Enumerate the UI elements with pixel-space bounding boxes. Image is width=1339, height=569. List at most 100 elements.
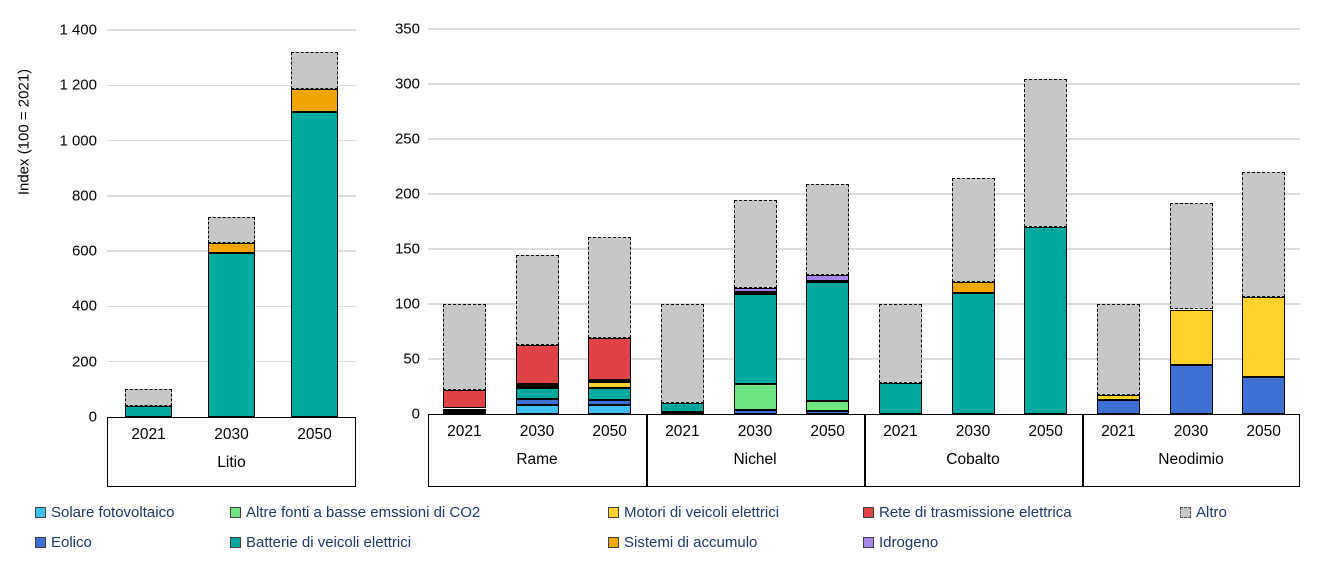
bar-segment-sistemi: [291, 89, 338, 112]
bar-segment-motori: [588, 382, 632, 388]
legend-label: Batterie di veicoli elettrici: [246, 534, 412, 551]
bar-segment-batterie: [951, 293, 995, 414]
bar-segment-altro: [125, 389, 172, 406]
legend-item-rete: Rete di trasmissione elettrica: [863, 504, 1072, 521]
gridline: [428, 138, 1300, 140]
altre-legend-swatch: [230, 507, 241, 518]
y-axis-tick-label: 300: [394, 75, 420, 93]
bar-segment-eolico: [1169, 364, 1213, 414]
y-axis-tick-label: 150: [394, 240, 420, 258]
group-divider: [864, 414, 866, 487]
bar-segment-altre: [660, 411, 704, 414]
y-axis-tick-label: 1 400: [59, 21, 97, 39]
legend-label: Idrogeno: [879, 534, 939, 551]
bar-segment-altro: [1169, 202, 1213, 310]
y-axis-tick-label: 600: [71, 242, 97, 260]
legend-item-solare: Solare fotovoltaico: [35, 504, 174, 521]
year-label: 2050: [1028, 423, 1063, 440]
legend-item-altro: Altro: [1180, 504, 1227, 521]
bar-segment-rete: [515, 344, 559, 385]
bar-segment-batterie: [878, 383, 922, 414]
group-divider: [1082, 414, 1084, 487]
bar-segment-sistemi: [515, 384, 559, 387]
bar-segment-eolico: [733, 409, 777, 414]
legend-item-altre: Altre fonti a basse emssioni di CO2: [230, 504, 480, 521]
bar-segment-sistemi: [806, 280, 850, 283]
bar-segment-batterie: [1024, 227, 1068, 414]
bar-segment-motori: [1242, 297, 1286, 377]
gridline: [107, 84, 356, 87]
bar-segment-batterie: [515, 387, 559, 399]
bar-segment-altre: [733, 384, 777, 410]
y-axis-tick-label: 400: [71, 297, 97, 315]
y-axis-tick-label: 250: [394, 130, 420, 148]
gridline: [428, 303, 1300, 305]
bar-segment-altro: [1096, 304, 1140, 396]
bar-segment-batterie: [733, 294, 777, 385]
group-label: Rame: [516, 451, 558, 468]
y-axis-title: Index (100 = 2021): [15, 68, 33, 196]
year-label: 2050: [592, 423, 627, 440]
batterie-legend-swatch: [230, 537, 241, 548]
bar-segment-eolico: [1096, 399, 1140, 414]
gridline: [428, 83, 1300, 85]
bar-segment-rete: [588, 338, 632, 380]
bar-segment-altro: [951, 177, 995, 282]
bar-segment-idrogeno: [733, 287, 777, 292]
solare-legend-swatch: [35, 507, 46, 518]
year-label: 2030: [955, 423, 991, 440]
bar-segment-altro: [291, 52, 338, 90]
bar-segment-altro: [442, 304, 486, 390]
year-label: 2021: [447, 423, 482, 440]
bar-segment-solare: [588, 405, 632, 414]
bar-segment-rete: [442, 389, 486, 409]
bar-segment-idrogeno: [806, 275, 850, 281]
legend-label: Altre fonti a basse emssioni di CO2: [246, 504, 481, 521]
bar-segment-batterie: [442, 408, 486, 411]
bar-segment-eolico: [806, 410, 850, 414]
bar-segment-altro: [208, 216, 255, 243]
category-axis-box: [107, 417, 356, 487]
group-label: Litio: [217, 454, 246, 471]
bar-segment-altro: [1242, 172, 1286, 298]
rete-legend-swatch: [863, 507, 874, 518]
bar-segment-batterie: [208, 252, 255, 417]
year-label: 2021: [1101, 423, 1136, 440]
bar-segment-batterie: [125, 405, 172, 417]
bar-segment-altre: [806, 400, 850, 411]
bar-segment-eolico: [515, 398, 559, 406]
bar-segment-solare: [515, 405, 559, 414]
bar-segment-motori: [1169, 309, 1213, 365]
bar-segment-altro: [1024, 78, 1068, 227]
bar-segment-solare: [442, 412, 486, 415]
legend-label: Motori di veicoli elettrici: [624, 504, 780, 521]
eolico-legend-swatch: [35, 537, 46, 548]
group-label: Nichel: [733, 451, 777, 468]
idrogeno-legend-swatch: [863, 537, 874, 548]
year-label: 2021: [131, 426, 166, 443]
bar-segment-altro: [878, 304, 922, 384]
legend-label: Solare fotovoltaico: [51, 504, 175, 521]
y-axis-tick-label: 800: [71, 187, 97, 205]
altro-legend-swatch: [1180, 507, 1191, 518]
year-label: 2030: [214, 426, 249, 443]
year-label: 2030: [519, 423, 555, 440]
legend-item-sistemi: Sistemi di accumulo: [608, 534, 757, 551]
motori-legend-swatch: [608, 507, 619, 518]
legend-item-eolico: Eolico: [35, 534, 92, 551]
sistemi-legend-swatch: [608, 537, 619, 548]
y-axis-tick-label: 0: [411, 405, 420, 423]
y-axis-tick-label: 350: [394, 20, 420, 38]
y-axis-tick-label: 0: [88, 408, 97, 426]
bar-segment-altro: [588, 236, 632, 339]
y-axis-tick-label: 1 200: [59, 76, 97, 94]
bar-segment-sistemi: [951, 282, 995, 293]
legend-label: Altro: [1196, 504, 1227, 521]
y-axis-tick-label: 50: [403, 350, 420, 368]
gridline: [428, 358, 1300, 360]
group-label: Neodimio: [1158, 451, 1224, 468]
legend-label: Eolico: [51, 534, 92, 551]
gridline: [107, 29, 356, 31]
bar-segment-altro: [806, 184, 850, 276]
